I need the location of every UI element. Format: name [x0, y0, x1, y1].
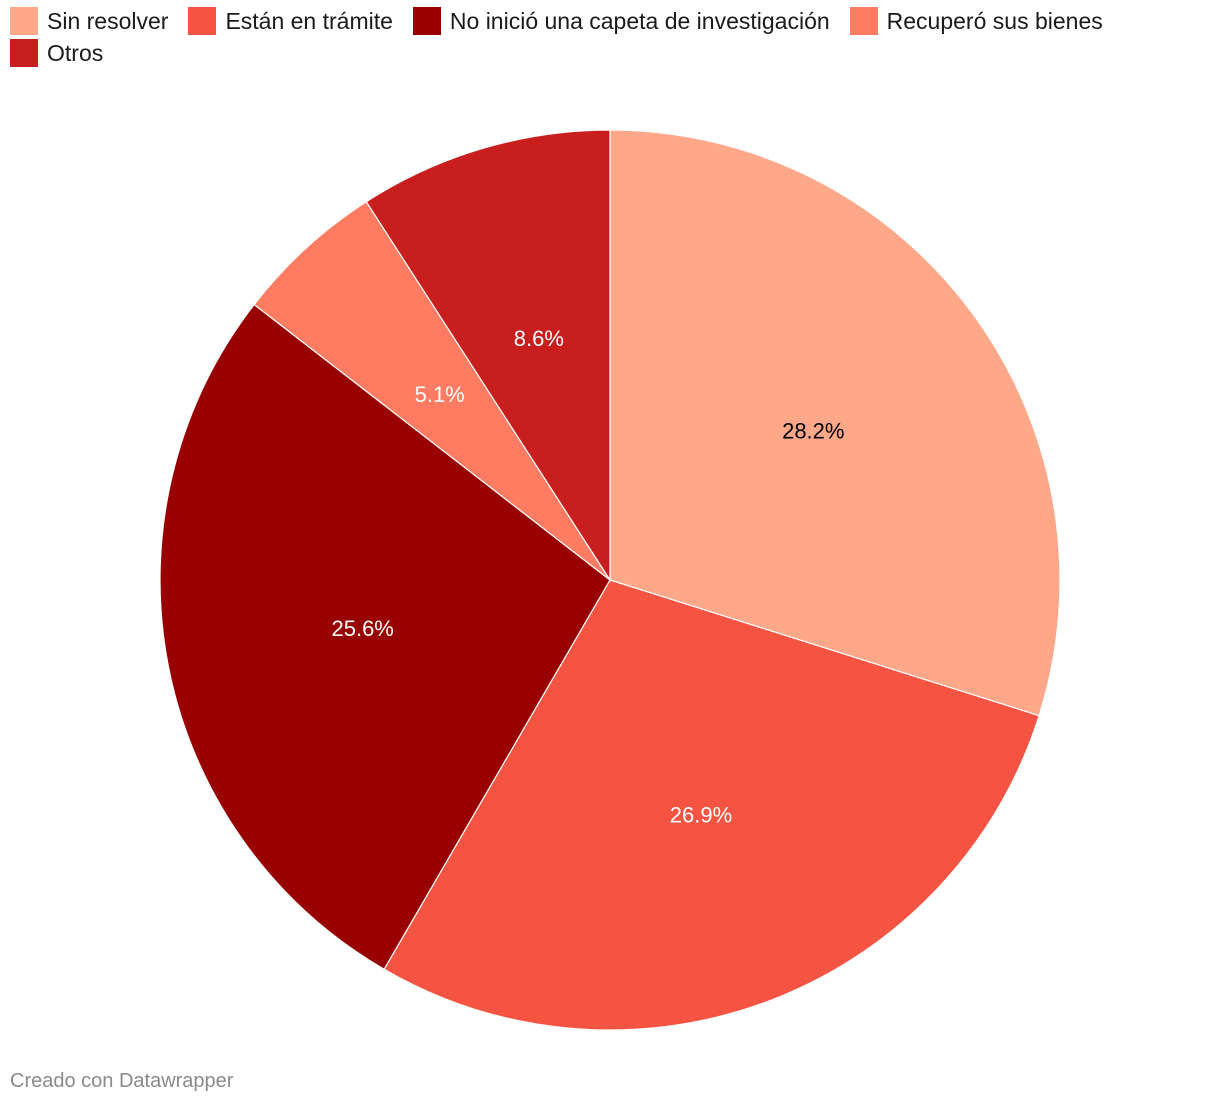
legend-item-no-inicio: No inició una capeta de investigación: [412, 7, 830, 35]
pie-slice-no-inicio-una-capeta-de-investigacion: [159, 303, 611, 971]
slice-label-sin-resolver: 28.2%: [782, 419, 844, 444]
legend-item-otros: Otros: [10, 39, 104, 67]
datawrapper-credit: Creado con Datawrapper: [10, 1070, 234, 1092]
legend-item-recupero-sus-bienes: Recuperó sus bienes: [849, 7, 1103, 35]
legend-label-estan-en-tramite: Están en trámite: [225, 7, 393, 34]
chart-legend: Sin resolver Están en trámite No inició …: [10, 7, 1210, 67]
legend-label-sin-resolver: Sin resolver: [47, 7, 169, 34]
legend-item-sin-resolver: Sin resolver: [10, 7, 169, 35]
legend-swatch-estan-en-tramite: [188, 7, 217, 35]
pie-slice-estan-en-tramite: [383, 579, 1040, 1031]
legend-label-no-inicio: No inició una capeta de investigación: [449, 7, 830, 34]
pie-slice-recupero-sus-bienes: [253, 200, 611, 581]
pie-slice-sin-resolver: [609, 129, 1061, 717]
legend-swatch-recupero-sus-bienes: [849, 7, 878, 35]
slice-label-recupero-sus-bienes: 5.1%: [415, 382, 465, 407]
legend-swatch-otros: [10, 39, 38, 67]
slice-label-no-inicio-una-capeta-de-investigacion: 25.6%: [331, 616, 393, 641]
legend-swatch-sin-resolver: [10, 7, 38, 35]
legend-swatch-no-inicio: [412, 7, 441, 35]
legend-item-estan-en-tramite: Están en trámite: [188, 7, 393, 35]
slice-label-estan-en-tramite: 26.9%: [670, 803, 732, 828]
slice-label-otros: 8.6%: [514, 326, 564, 351]
pie-slice-otros: [365, 129, 611, 583]
legend-label-recupero-sus-bienes: Recuperó sus bienes: [886, 7, 1103, 34]
legend-label-otros: Otros: [47, 39, 104, 66]
